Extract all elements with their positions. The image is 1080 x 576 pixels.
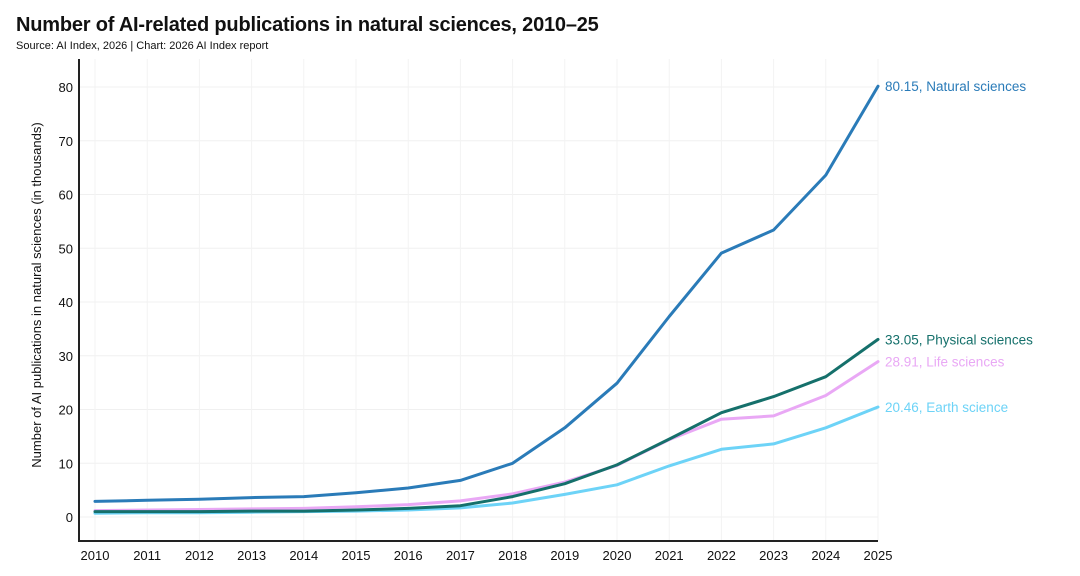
x-tick-labels: 2010 2011 2012 2013 2014 2015 2016 2017 2018 2019…: [81, 548, 893, 563]
y-tick-labels: 0 10 20 30 40 50 60 70 80: [59, 80, 73, 525]
y-tick-label: 20: [59, 403, 73, 418]
y-axis-label: Number of AI publications in natural sci…: [29, 122, 44, 467]
end-label-earth-science: 20.46, Earth science: [885, 400, 1008, 415]
x-tick-label: 2023: [759, 548, 788, 563]
x-tick-label: 2020: [603, 548, 632, 563]
x-tick-label: 2024: [811, 548, 840, 563]
y-tick-label: 10: [59, 456, 73, 471]
y-tick-label: 40: [59, 295, 73, 310]
series-line-natural-sciences: [93, 84, 880, 503]
x-tick-label: 2021: [655, 548, 684, 563]
y-tick-label: 30: [59, 349, 73, 364]
y-tick-label: 50: [59, 241, 73, 256]
x-tick-label: 2015: [342, 548, 371, 563]
x-tick-label: 2018: [498, 548, 527, 563]
series-line-life-sciences: [93, 360, 880, 513]
x-tick-label: 2016: [394, 548, 423, 563]
axes: [78, 59, 878, 542]
y-tick-label: 80: [59, 80, 73, 95]
x-tick-label: 2019: [550, 548, 579, 563]
end-label-life-sciences: 28.91, Life sciences: [885, 355, 1005, 370]
x-tick-label: 2011: [133, 548, 161, 563]
x-tick-label: 2012: [185, 548, 214, 563]
series-line-physical-sciences: [93, 337, 880, 514]
y-tick-label: 0: [66, 510, 73, 525]
end-label-physical-sciences: 33.05, Physical sciences: [885, 332, 1033, 347]
x-tick-label: 2013: [237, 548, 266, 563]
chart-title: Number of AI-related publications in nat…: [16, 14, 599, 36]
y-tick-label: 70: [59, 134, 73, 149]
x-tick-label: 2014: [289, 548, 318, 563]
x-tick-label: 2025: [864, 548, 893, 563]
y-tick-label: 60: [59, 188, 73, 203]
x-tick-label: 2017: [446, 548, 475, 563]
end-label-natural-sciences: 80.15, Natural sciences: [885, 79, 1026, 94]
series-end-labels: 80.15, Natural sciences 33.05, Physical s…: [885, 79, 1033, 415]
x-tick-label: 2010: [81, 548, 110, 563]
x-tick-label: 2022: [707, 548, 736, 563]
chart-source: Source: AI Index, 2026 | Chart: 2026 AI …: [16, 40, 269, 52]
series-lines: [93, 84, 880, 515]
gridlines: [79, 59, 879, 541]
